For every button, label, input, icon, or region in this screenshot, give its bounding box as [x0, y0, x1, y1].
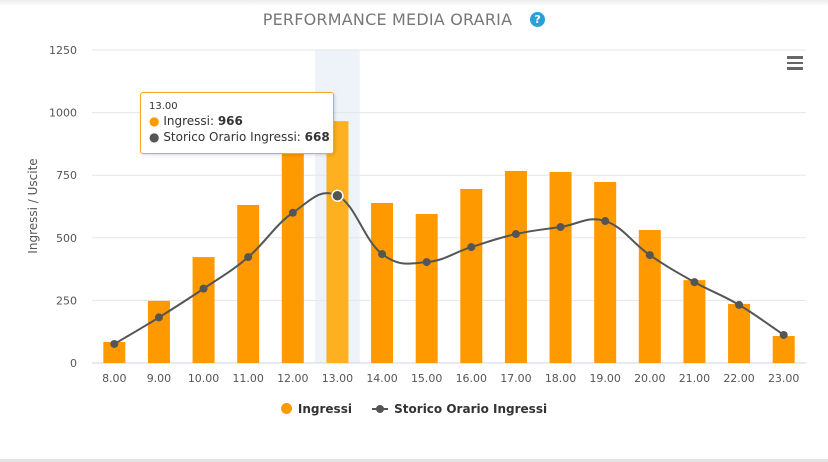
- x-tick-label: 20.00: [634, 372, 666, 385]
- x-tick-label: 8.00: [102, 372, 127, 385]
- legend-item-ingressi[interactable]: Ingressi: [280, 402, 352, 416]
- y-tick-label: 250: [56, 294, 77, 307]
- x-tick-label: 10.00: [188, 372, 220, 385]
- chart-plot-area: 0 250 500 750 1000 1250 Ingressi / Uscite 8.00 9…: [26, 44, 806, 385]
- line-point[interactable]: [199, 284, 208, 293]
- line-point-hover[interactable]: [331, 189, 344, 202]
- bar-ingressi[interactable]: [549, 171, 572, 363]
- y-tick-label: 1000: [49, 107, 77, 120]
- y-tick-label: 0: [70, 357, 77, 370]
- bar-ingressi[interactable]: [192, 257, 215, 363]
- bar-ingressi[interactable]: [371, 202, 394, 363]
- line-point[interactable]: [110, 339, 119, 348]
- chart-tooltip: 13.00 ● Ingressi: 966 ● Storico Orario I…: [140, 92, 334, 154]
- y-tick-label: 750: [56, 169, 77, 182]
- x-tick-label: 23.00: [768, 372, 800, 385]
- x-tick-label: 16.00: [456, 372, 488, 385]
- legend-dot-icon: [280, 403, 292, 414]
- bar-ingressi[interactable]: [728, 303, 751, 363]
- line-point[interactable]: [645, 251, 654, 260]
- bar-ingressi[interactable]: [103, 341, 126, 363]
- tooltip-row-ingressi: ● Ingressi: 966: [149, 114, 243, 128]
- y-tick-label: 1250: [49, 44, 77, 57]
- line-point[interactable]: [735, 300, 744, 309]
- x-tick-label: 9.00: [147, 372, 172, 385]
- line-point[interactable]: [244, 253, 253, 262]
- x-tick-label: 21.00: [679, 372, 711, 385]
- line-point[interactable]: [288, 208, 297, 217]
- x-tick-label: 14.00: [366, 372, 398, 385]
- line-point[interactable]: [690, 278, 699, 287]
- line-point[interactable]: [467, 243, 476, 252]
- line-point[interactable]: [601, 217, 610, 226]
- legend-item-storico[interactable]: Storico Orario Ingressi: [372, 402, 547, 416]
- bar-ingressi[interactable]: [281, 147, 304, 363]
- x-tick-label: 15.00: [411, 372, 443, 385]
- x-tick-label: 17.00: [500, 372, 532, 385]
- x-tick-label: 12.00: [277, 372, 309, 385]
- chart-legend: Ingressi Storico Orario Ingressi: [0, 402, 828, 416]
- line-storico: [113, 192, 785, 345]
- hamburger-menu-icon[interactable]: [787, 56, 803, 70]
- bar-ingressi[interactable]: [683, 280, 706, 363]
- bar-ingressi[interactable]: [504, 170, 527, 363]
- gray-dot-icon: ●: [149, 130, 160, 144]
- bar-ingressi[interactable]: [772, 335, 795, 363]
- bar-ingressi[interactable]: [638, 230, 661, 363]
- x-tick-label: 11.00: [232, 372, 264, 385]
- line-point[interactable]: [511, 230, 520, 239]
- x-tick-label: 13.00: [322, 372, 354, 385]
- bottom-border: [0, 459, 828, 462]
- line-point[interactable]: [154, 313, 163, 322]
- bar-ingressi[interactable]: [237, 204, 260, 363]
- line-point[interactable]: [556, 223, 565, 232]
- bar-ingressi[interactable]: [147, 300, 170, 363]
- top-shadow: [0, 0, 828, 6]
- x-tick-label: 18.00: [545, 372, 577, 385]
- y-tick-label: 500: [56, 232, 77, 245]
- legend-line-marker-icon: [372, 405, 389, 413]
- chart-title-text: PERFORMANCE MEDIA ORARIA: [262, 10, 513, 29]
- line-point[interactable]: [422, 258, 431, 267]
- bar-ingressi[interactable]: [594, 181, 617, 363]
- bar-ingressi[interactable]: [415, 214, 438, 363]
- bar-ingressi[interactable]: [326, 121, 349, 363]
- orange-dot-icon: ●: [149, 114, 160, 128]
- x-tick-label: 19.00: [589, 372, 621, 385]
- tooltip-header: 13.00: [149, 101, 178, 112]
- help-icon[interactable]: ?: [530, 12, 546, 27]
- line-point[interactable]: [779, 330, 788, 339]
- bar-ingressi[interactable]: [460, 188, 483, 363]
- chart-title: PERFORMANCE MEDIA ORARIA?: [0, 10, 808, 29]
- x-tick-label: 22.00: [723, 372, 755, 385]
- y-axis-label: Ingressi / Uscite: [26, 158, 40, 253]
- tooltip-row-storico: ● Storico Orario Ingressi: 668: [149, 130, 330, 144]
- line-point[interactable]: [378, 250, 387, 259]
